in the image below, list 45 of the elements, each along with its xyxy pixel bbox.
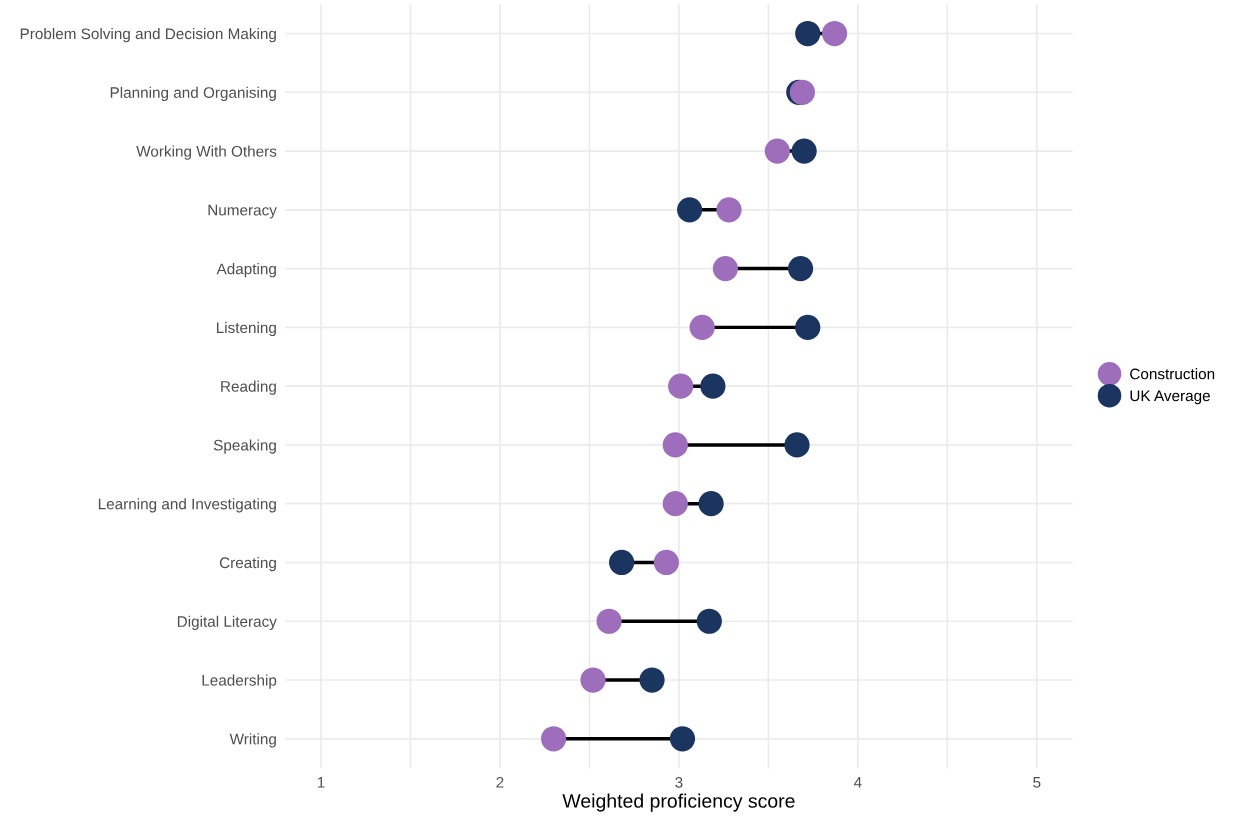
point — [716, 197, 742, 223]
point — [700, 373, 726, 399]
point — [662, 491, 688, 517]
y-tick-label: Working With Others — [136, 145, 277, 160]
x-axis-title: Weighted proficiency score — [562, 793, 795, 812]
legend-label: Construction — [1130, 368, 1215, 380]
y-tick-label: Creating — [219, 556, 276, 572]
legend-label: UK Average — [1130, 390, 1210, 405]
point — [609, 549, 635, 576]
point — [791, 138, 817, 164]
y-tick-label: Digital Literacy — [177, 615, 277, 630]
point — [669, 726, 696, 752]
y-tick-label: Listening — [216, 321, 276, 337]
point — [639, 667, 665, 693]
point — [596, 608, 622, 634]
y-tick-label: Reading — [221, 380, 276, 395]
y-tick-label: Numeracy — [208, 204, 277, 219]
point — [696, 608, 722, 634]
point — [787, 255, 814, 282]
point — [677, 197, 703, 223]
x-tick-label: 1 — [317, 777, 325, 788]
x-tick-label: 2 — [496, 776, 504, 788]
point — [764, 138, 790, 164]
y-tick-label: Planning and Organising — [110, 86, 276, 101]
point — [698, 491, 724, 517]
y-tick-label: Adapting — [216, 263, 276, 278]
x-tick-label: 5 — [1033, 777, 1041, 788]
y-tick-label: Leadership — [202, 674, 277, 689]
y-tick-label: Speaking — [213, 439, 276, 454]
y-tick-label: Writing — [229, 733, 276, 748]
y-tick-label: Learning and Investigating — [98, 498, 276, 513]
point — [580, 667, 606, 693]
point — [653, 549, 679, 576]
point — [541, 726, 567, 752]
point — [668, 373, 694, 399]
point — [795, 20, 821, 47]
x-tick-label: 3 — [675, 776, 683, 788]
point — [662, 432, 688, 458]
point — [821, 20, 848, 47]
point — [712, 255, 739, 282]
point — [689, 314, 715, 340]
point — [795, 314, 821, 340]
point — [784, 432, 810, 458]
x-tick-label: 4 — [853, 777, 862, 788]
y-tick-label: Problem Solving and Decision Making — [20, 27, 276, 43]
